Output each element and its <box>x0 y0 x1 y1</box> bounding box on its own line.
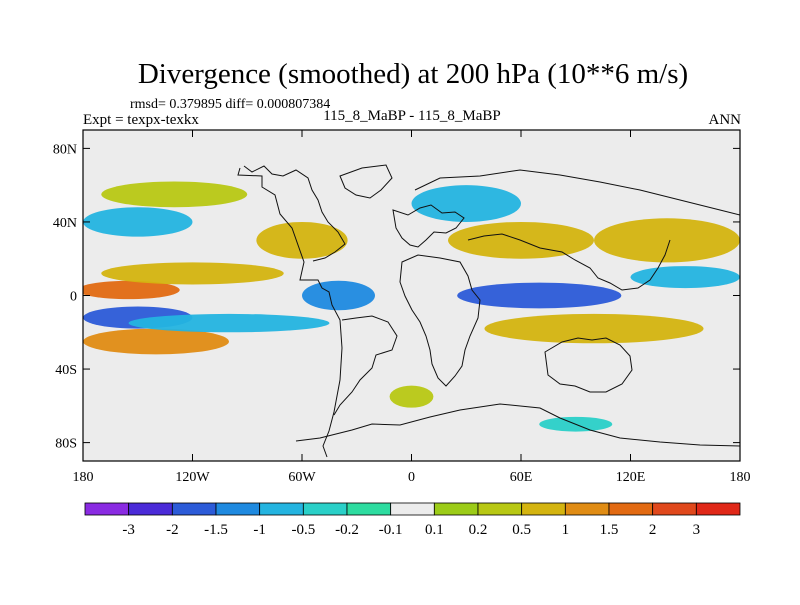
field-region <box>101 262 284 285</box>
colorbar-label: 0.2 <box>469 522 488 538</box>
colorbar-swatch <box>259 502 304 516</box>
stats-label: rmsd= 0.379895 diff= 0.000807384 <box>130 97 330 112</box>
axis-layer: 180 120W 60W 0 60E 120E 180 80N 40N 0 40S 80S <box>53 130 751 485</box>
field-region <box>630 266 740 289</box>
coastline-layer <box>237 164 740 458</box>
x-tick-label: 60E <box>510 470 533 485</box>
colorbar: -3 -2 -1.5 -1 -0.5 -0.2 -0.1 0.1 0.2 0.5 1 1.5 2 3 <box>84 502 741 538</box>
colorbar-label: 1 <box>562 522 570 538</box>
field-layer <box>83 181 740 432</box>
y-tick-label: 80N <box>53 142 77 157</box>
colorbar-swatch <box>564 502 610 516</box>
coastline-greenland <box>339 164 393 199</box>
x-tick-label: 0 <box>408 470 415 485</box>
coastline-africa <box>399 254 481 387</box>
colorbar-label: -1.5 <box>204 522 228 538</box>
plot-background <box>83 130 740 461</box>
colorbar-label: 2 <box>649 522 657 538</box>
field-region <box>101 181 248 208</box>
coastline-eurasia <box>414 169 740 291</box>
x-tick-label: 120W <box>175 470 210 485</box>
y-tick-label: 40S <box>55 363 77 378</box>
colorbar-label: -0.5 <box>291 522 315 538</box>
coastline-europe <box>392 204 465 248</box>
field-region <box>256 221 348 259</box>
y-tick-label: 80S <box>55 437 77 452</box>
colorbar-swatch <box>171 502 217 516</box>
field-region <box>457 282 622 309</box>
coastline-australia <box>544 337 633 393</box>
colorbar-swatch <box>390 502 435 516</box>
colorbar-swatch <box>695 502 741 516</box>
colorbar-swatch <box>346 502 392 516</box>
colorbar-swatch <box>521 502 566 516</box>
colorbar-swatch <box>215 502 261 516</box>
x-tick-label: 180 <box>73 470 94 485</box>
experiment-label: Expt = texpx-texkx <box>83 112 199 128</box>
field-region <box>83 328 229 355</box>
chart-title: Divergence (smoothed) at 200 hPa (10**6 … <box>138 58 688 90</box>
colorbar-label: 0.1 <box>425 522 444 538</box>
colorbar-swatch <box>84 502 130 516</box>
colorbar-label: -2 <box>166 522 179 538</box>
colorbar-label: -0.2 <box>335 522 359 538</box>
colorbar-label: -0.1 <box>379 522 403 538</box>
colorbar-label: -3 <box>122 522 135 538</box>
colorbar-swatch <box>302 502 348 516</box>
x-tick-label: 60W <box>288 470 316 485</box>
colorbar-swatch <box>433 502 479 516</box>
coastline-americas <box>237 167 343 458</box>
x-tick-label: 180 <box>730 470 751 485</box>
colorbar-label: 3 <box>693 522 701 538</box>
field-region <box>411 185 521 222</box>
colorbar-swatch <box>477 502 523 516</box>
field-region <box>302 280 375 311</box>
colorbar-label: 0.5 <box>512 522 531 538</box>
case-label: 115_8_MaBP - 115_8_MaBP <box>323 108 501 124</box>
field-region <box>128 313 330 333</box>
colorbar-swatch <box>608 502 654 516</box>
colorbar-label: -1 <box>253 522 266 538</box>
colorbar-label: 1.5 <box>600 522 619 538</box>
field-region <box>83 280 180 300</box>
y-tick-label: 40N <box>53 216 77 231</box>
coastline-north-america-north <box>243 165 346 262</box>
field-region <box>389 385 434 408</box>
y-tick-label: 0 <box>70 290 77 305</box>
colorbar-swatch <box>652 502 697 516</box>
season-label: ANN <box>709 112 742 128</box>
coastline-south-america-east <box>333 315 398 416</box>
x-tick-label: 120E <box>616 470 646 485</box>
field-region <box>484 313 704 344</box>
coastline-antarctica <box>295 403 740 447</box>
field-region <box>83 207 193 237</box>
colorbar-swatch <box>128 502 173 516</box>
field-region <box>594 218 740 263</box>
